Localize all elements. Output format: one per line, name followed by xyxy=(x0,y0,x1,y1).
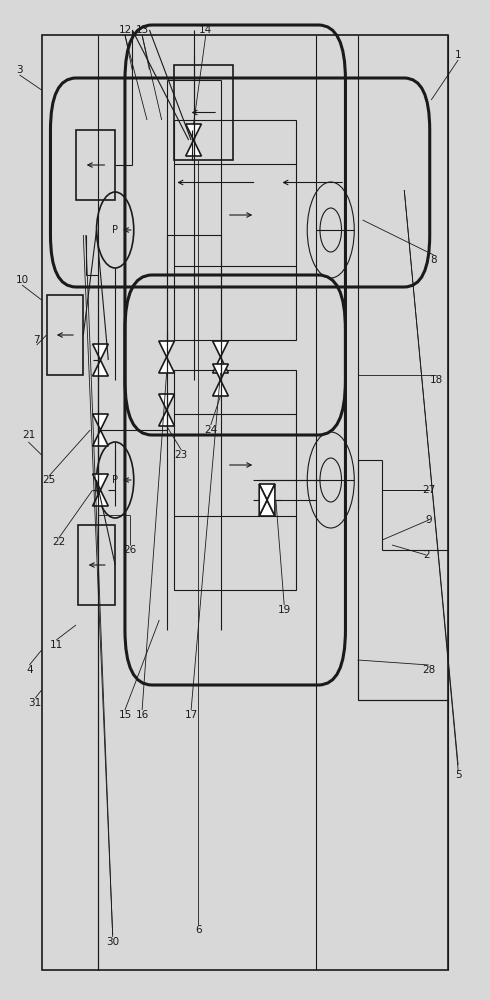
Polygon shape xyxy=(93,414,108,430)
Text: 18: 18 xyxy=(429,375,443,385)
Text: 13: 13 xyxy=(135,25,149,35)
Polygon shape xyxy=(186,140,201,156)
Text: 24: 24 xyxy=(204,425,218,435)
Polygon shape xyxy=(213,364,228,380)
Text: 14: 14 xyxy=(199,25,213,35)
Text: 5: 5 xyxy=(455,770,462,780)
Polygon shape xyxy=(93,474,108,490)
Polygon shape xyxy=(93,344,108,360)
Text: P: P xyxy=(112,475,118,485)
Polygon shape xyxy=(259,484,267,516)
Text: 23: 23 xyxy=(174,450,188,460)
Text: 11: 11 xyxy=(49,640,63,650)
Text: 12: 12 xyxy=(118,25,132,35)
Polygon shape xyxy=(213,341,228,357)
Bar xyxy=(78,525,115,605)
Polygon shape xyxy=(93,430,108,446)
Bar xyxy=(174,370,296,590)
Polygon shape xyxy=(159,357,174,373)
Text: 28: 28 xyxy=(422,665,436,675)
Text: 7: 7 xyxy=(33,335,40,345)
Polygon shape xyxy=(186,124,201,140)
Text: 19: 19 xyxy=(277,605,291,615)
Text: 9: 9 xyxy=(425,515,432,525)
Bar xyxy=(174,65,233,160)
Text: 22: 22 xyxy=(52,537,66,547)
Text: 31: 31 xyxy=(28,698,42,708)
Polygon shape xyxy=(159,394,174,410)
Polygon shape xyxy=(159,410,174,426)
Text: 6: 6 xyxy=(195,925,202,935)
Polygon shape xyxy=(93,360,108,376)
Text: 26: 26 xyxy=(123,545,137,555)
Text: 10: 10 xyxy=(16,275,28,285)
Polygon shape xyxy=(259,500,275,516)
Text: 3: 3 xyxy=(16,65,23,75)
Bar xyxy=(76,130,115,200)
Text: 15: 15 xyxy=(118,710,132,720)
Text: 30: 30 xyxy=(106,937,119,947)
Polygon shape xyxy=(213,357,228,373)
Text: 8: 8 xyxy=(430,255,437,265)
Polygon shape xyxy=(267,484,275,516)
Text: 2: 2 xyxy=(423,550,430,560)
Polygon shape xyxy=(259,484,275,500)
Text: 25: 25 xyxy=(42,475,56,485)
Text: 17: 17 xyxy=(184,710,198,720)
Polygon shape xyxy=(93,490,108,506)
Text: 21: 21 xyxy=(22,430,35,440)
Text: 1: 1 xyxy=(455,50,462,60)
Text: 27: 27 xyxy=(422,485,436,495)
Bar xyxy=(174,120,296,340)
Polygon shape xyxy=(159,341,174,357)
Text: 4: 4 xyxy=(26,665,33,675)
Bar xyxy=(42,35,448,970)
Bar xyxy=(47,295,83,375)
Text: P: P xyxy=(112,225,118,235)
Text: 16: 16 xyxy=(135,710,149,720)
Polygon shape xyxy=(213,380,228,396)
